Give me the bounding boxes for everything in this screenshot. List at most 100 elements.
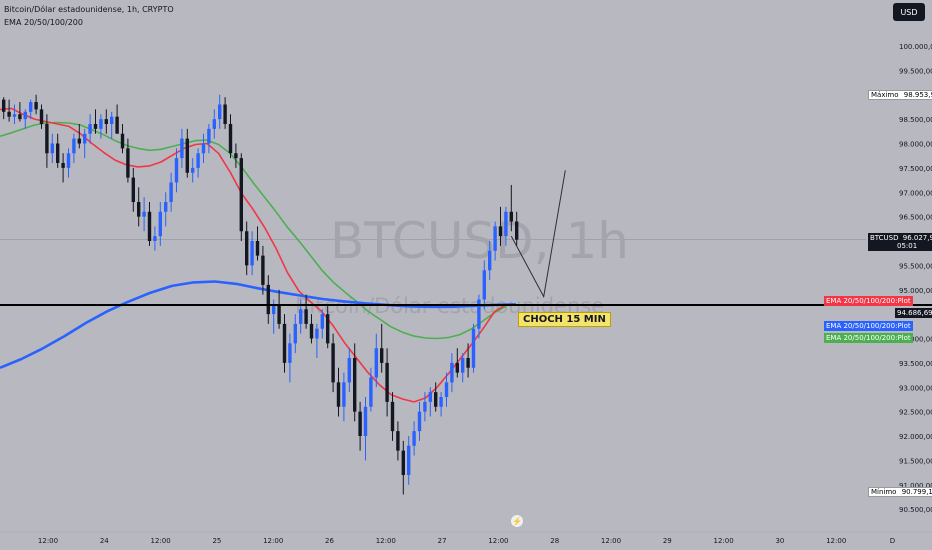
candle-body	[201, 143, 206, 154]
candle-body	[255, 241, 260, 256]
candle-body	[282, 323, 287, 363]
candle-body	[385, 362, 389, 402]
symbol-title[interactable]: Bitcoin/Dólar estadounidense, 1h, CRYPTO	[4, 5, 174, 14]
candle-body	[153, 236, 157, 241]
time-tick-label: 12:00	[151, 537, 171, 545]
candle-body	[34, 102, 38, 110]
time-axis[interactable]: 12:00 24 12:00 25 12:00 26 12:00 27 12:00 28 12:00…	[0, 531, 932, 545]
candle-body	[417, 411, 422, 432]
choch-annotation[interactable]: CHOCH 15 MIN	[518, 312, 611, 327]
ema-blue-line	[0, 280, 517, 370]
price-tick-label: 91.000,00	[899, 482, 932, 490]
candle-body	[93, 124, 98, 129]
price-tick-label: 92.500,00	[899, 409, 932, 417]
level-price-tag: 94.686,69	[895, 308, 932, 318]
indicator-legend[interactable]: EMA 20/50/100/200	[4, 18, 83, 27]
min-value: 90.799,17	[901, 488, 932, 496]
candle-body	[369, 377, 373, 407]
candle-body	[477, 299, 481, 329]
candle-body	[277, 304, 281, 324]
candle-body	[455, 362, 459, 373]
candle-body	[498, 226, 503, 237]
candle-body	[331, 343, 335, 383]
watermark-ticker: BTCUSD, 1h	[330, 212, 629, 270]
drawings	[0, 170, 932, 307]
flash-icon[interactable]: ⚡	[511, 515, 523, 527]
price-tick-label: 99.500,00	[899, 67, 932, 75]
candle-body	[423, 401, 427, 412]
max-price-tag: Máximo 98.953,96	[868, 90, 932, 100]
candle-body	[131, 177, 135, 202]
candle-body	[504, 211, 508, 237]
candle-body	[120, 133, 125, 149]
time-tick-label: 12:00	[488, 537, 508, 545]
candle-body	[147, 211, 152, 241]
max-value: 98.953,96	[903, 91, 932, 99]
candle-body	[358, 411, 362, 436]
candle-body	[66, 153, 71, 168]
price-tick-label: 95.500,00	[899, 262, 932, 270]
candle-body	[115, 116, 119, 134]
candle-body	[245, 231, 249, 266]
price-tick-label: 100.000,00	[899, 43, 932, 51]
ema-blue-tag: EMA 20/50/100/200:Plot	[824, 321, 913, 331]
ema-red-tag: EMA 20/50/100/200:Plot	[824, 296, 913, 306]
price-tick-label: 96.500,00	[899, 214, 932, 222]
candle-body	[250, 241, 254, 266]
candle-body	[461, 358, 465, 373]
candle-body	[180, 138, 184, 159]
price-tick-label: 98.000,00	[899, 141, 932, 149]
time-tick-label: 28	[550, 537, 559, 545]
candle-body	[407, 445, 411, 475]
ema-green-tag: EMA 20/50/100/200:Plot	[824, 333, 913, 343]
time-tick-label: 12:00	[263, 537, 283, 545]
candle-body	[191, 167, 195, 173]
current-value: 96.027,97	[902, 234, 932, 242]
candle-body	[471, 328, 476, 368]
candle-body	[83, 133, 87, 144]
candle-body	[288, 343, 292, 363]
time-tick-label: 12:00	[38, 537, 58, 545]
candle-body	[347, 358, 351, 383]
candle-body	[390, 401, 395, 432]
candle-body	[7, 111, 11, 117]
price-tick-label: 93.500,00	[899, 360, 932, 368]
candle-countdown: 05:01	[897, 242, 918, 250]
candle-body	[218, 104, 222, 120]
candle-body	[428, 392, 432, 402]
candle-body	[396, 431, 400, 451]
candle-body	[509, 211, 513, 222]
candle-body	[45, 124, 49, 154]
current-price-tag: BTCUSD 96.027,97 05:01	[868, 233, 932, 251]
candle-body	[174, 158, 179, 183]
time-tick-label: 12:00	[601, 537, 621, 545]
candle-body	[239, 158, 243, 232]
candle-body	[266, 284, 270, 315]
candle-body	[261, 255, 265, 285]
time-tick-label: 12:00	[714, 537, 734, 545]
price-tick-label: 97.500,00	[899, 165, 932, 173]
candle-body	[234, 153, 238, 159]
candle-body	[158, 211, 162, 237]
candles	[2, 94, 519, 495]
candle-body	[12, 114, 17, 117]
time-tick-label: 25	[212, 537, 221, 545]
candle-body	[196, 153, 200, 168]
candle-body	[342, 382, 346, 407]
candle-body	[39, 109, 44, 124]
candle-body	[401, 450, 405, 475]
currency-button[interactable]: USD	[893, 3, 925, 21]
candle-body	[23, 111, 27, 120]
candle-body	[228, 124, 233, 154]
current-symbol: BTCUSD	[870, 234, 899, 242]
candle-body	[315, 328, 319, 339]
candle-body	[169, 182, 173, 202]
candle-body	[293, 323, 297, 344]
candle-body	[50, 143, 54, 154]
candle-body	[488, 250, 492, 271]
candle-body	[137, 202, 141, 217]
candle-body	[493, 226, 497, 251]
candle-body	[207, 128, 211, 144]
